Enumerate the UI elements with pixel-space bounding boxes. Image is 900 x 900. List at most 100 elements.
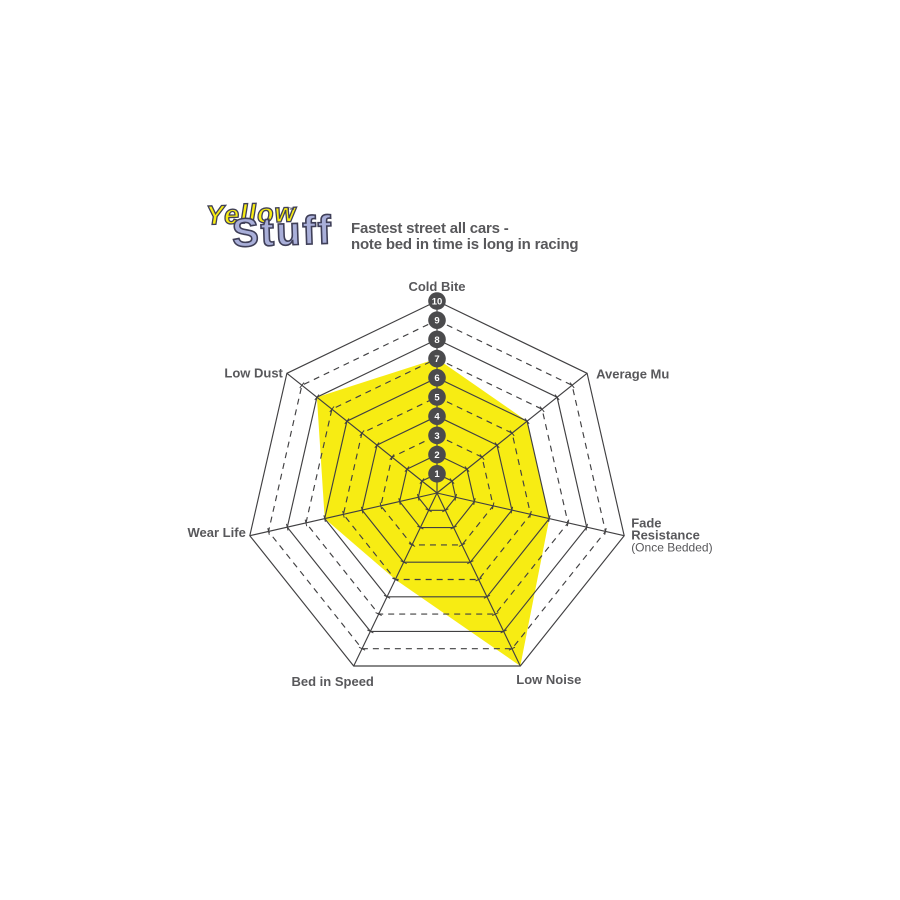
scale-badge-label-3: 3: [434, 431, 439, 442]
axis-tick: [500, 629, 507, 634]
scale-badge-2: [428, 445, 446, 464]
scale-badge-7: [428, 349, 446, 368]
grid-ring-6: [324, 377, 550, 598]
axis-label-low-dust: Low Dust: [224, 365, 283, 380]
scale-badge-5: [428, 388, 446, 406]
axis-tick: [367, 629, 374, 634]
axis-tick: [359, 430, 365, 437]
scale-badge-3: [428, 426, 446, 445]
scale-badge-4: [428, 407, 446, 426]
scale-badge-label-10: 10: [432, 296, 443, 307]
axis-tick: [494, 442, 500, 449]
axis-tick: [442, 508, 449, 513]
axis-tick: [449, 478, 455, 485]
axis-tick: [491, 502, 495, 510]
axis-tick: [419, 478, 425, 485]
axis-tick: [585, 523, 588, 531]
axis-tick: [548, 515, 551, 523]
chart-caption-line2: note bed in time is long in racing: [351, 235, 579, 253]
axis-label-fade-resistance-line2: Resistance: [631, 528, 700, 543]
grid-ring-4: [361, 415, 513, 563]
axis-tick: [400, 560, 407, 565]
scale-badge-9: [428, 311, 446, 330]
scale-badge-label-8: 8: [434, 335, 439, 346]
axis-tick: [492, 612, 499, 617]
axis-label-average-mu: Average Mu: [596, 366, 669, 381]
axis-tick: [375, 612, 382, 617]
axis-label-cold-bite: Cold Bite: [408, 279, 465, 294]
axis-tick: [344, 418, 350, 425]
scale-badge-label-5: 5: [434, 392, 440, 403]
axis-tick: [404, 466, 410, 473]
axis-tick: [329, 406, 335, 413]
yellowstuff-logo: Yellow ™ Stuff: [190, 193, 340, 273]
axis-tick: [464, 466, 470, 473]
series-polygon-yellowstuff: [316, 358, 550, 666]
axis-tick: [566, 519, 570, 527]
axis-tick: [483, 594, 491, 599]
logo-trademark: ™: [287, 206, 295, 215]
axis-tick: [450, 525, 457, 530]
axis-tick: [408, 542, 416, 547]
axis-label-bed-in-speed: Bed in Speed: [292, 674, 374, 689]
scale-badge-10: [428, 292, 446, 310]
grid-ring-10: [249, 300, 625, 667]
scale-badge-label-4: 4: [434, 412, 440, 423]
scale-badge-8: [428, 330, 446, 349]
axis-tick: [604, 527, 607, 535]
axis-tick: [379, 502, 383, 510]
grid-ring-5: [342, 396, 532, 581]
axis-label-fade-resistance-line3: (Once Bedded): [631, 541, 712, 555]
axis-label-wear-life: Wear Life: [188, 525, 246, 540]
axis-tick: [569, 382, 575, 389]
chart-caption: Fastest street all cars - note bed in ti…: [351, 220, 579, 253]
grid-ring-7: [305, 357, 569, 615]
axis-tick: [467, 560, 474, 565]
axis-label-fade-resistance-line1: Fade: [631, 516, 661, 531]
axis-tick: [529, 510, 532, 518]
axis-label-low-noise: Low Noise: [516, 672, 581, 687]
axis-tick: [508, 646, 516, 651]
axis-tick: [267, 527, 270, 535]
axis-tick: [392, 577, 399, 582]
axis-tick: [417, 493, 420, 501]
axis-tick: [304, 519, 308, 527]
chart-caption-line1: Fastest street all cars -: [351, 220, 509, 237]
axis-tick: [417, 525, 424, 530]
grid-ring-1: [417, 473, 457, 511]
axis-tick: [479, 454, 485, 461]
axis-tick: [458, 542, 466, 547]
scale-badge-label-1: 1: [434, 469, 440, 480]
axis-tick: [374, 442, 380, 449]
axis-tick: [323, 515, 326, 523]
scale-badge-label-6: 6: [434, 373, 439, 384]
grid-ring-3: [380, 434, 494, 546]
scale-badge-label-2: 2: [434, 450, 439, 461]
axis-tick: [524, 418, 530, 425]
axis-tick: [510, 506, 514, 514]
axis-tick: [360, 506, 364, 514]
scale-badge-1: [428, 465, 446, 483]
axis-tick: [383, 594, 391, 599]
axis-tick: [454, 493, 457, 501]
axis-tick: [473, 498, 476, 506]
grid-ring-2: [398, 453, 476, 529]
grid-ring-9: [267, 319, 607, 650]
scale-badge-6: [428, 369, 446, 387]
axis-tick: [554, 394, 560, 401]
axis-tick: [358, 646, 366, 651]
axis-tick: [475, 577, 482, 582]
scale-badge-label-7: 7: [434, 354, 439, 365]
axis-tick: [314, 394, 320, 401]
grid-ring-8: [286, 338, 588, 632]
axis-tick: [509, 430, 515, 437]
axis-tick: [299, 382, 305, 389]
axis-tick: [286, 523, 289, 531]
scale-badge-label-9: 9: [434, 316, 439, 327]
axis-tick: [398, 498, 401, 506]
axis-tick: [425, 508, 432, 513]
axis-tick: [342, 510, 345, 518]
axis-tick: [539, 406, 545, 413]
